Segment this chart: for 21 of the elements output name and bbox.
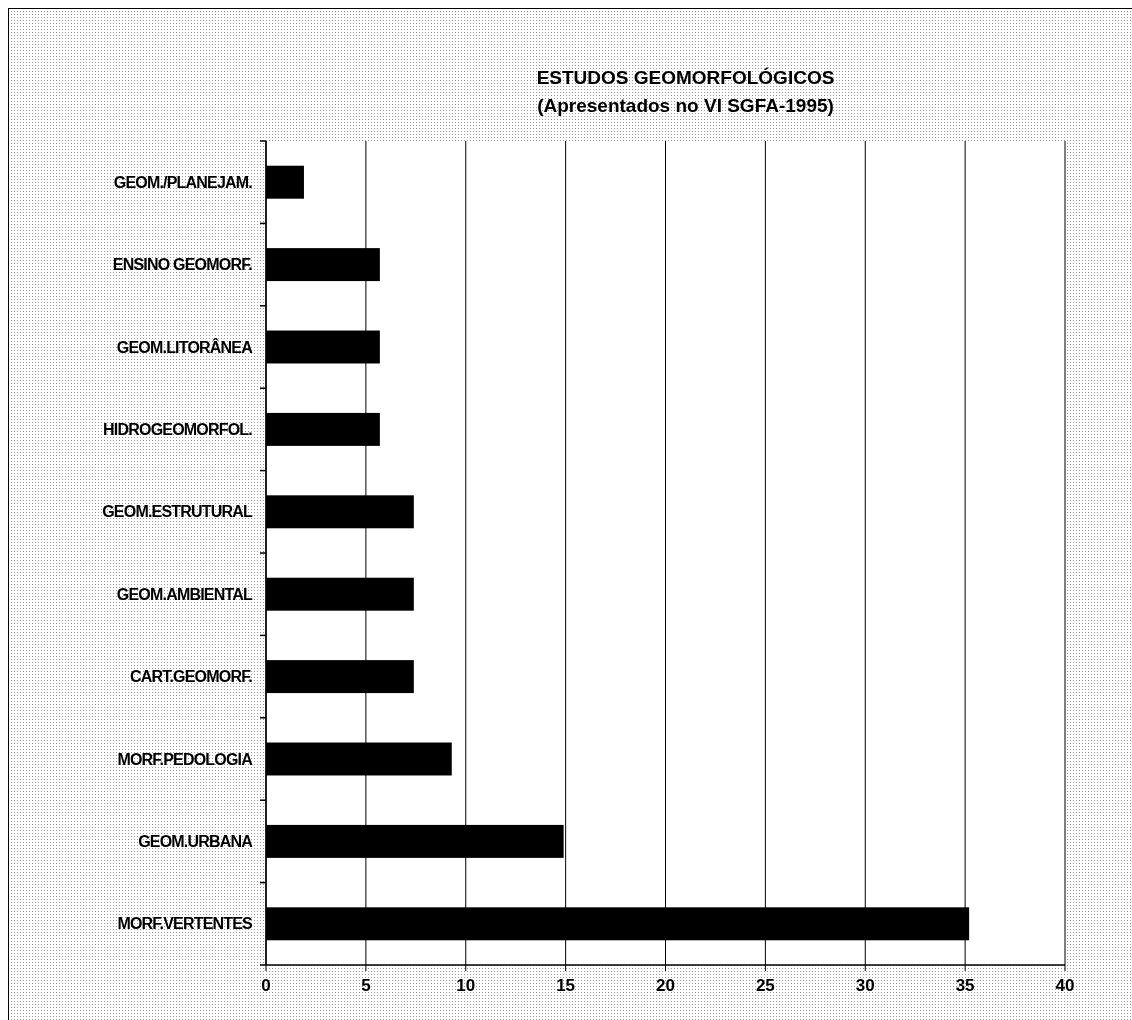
y-tick-label: MORF.VERTENTES — [117, 915, 254, 933]
y-tick-label: CART.GEOMORF. — [129, 668, 253, 686]
x-tick-label: 30 — [855, 976, 875, 995]
y-tick-label: HIDROGEOMORFOL. — [103, 421, 253, 438]
y-tick-label: ENSINO GEOMORF. — [112, 256, 253, 274]
x-tick-label: 35 — [955, 976, 975, 995]
x-tick-label: 15 — [556, 976, 576, 995]
y-tick-label: GEOM./PLANEJAM. — [113, 173, 253, 191]
x-tick-label: 40 — [1055, 976, 1075, 995]
x-tick-label: 25 — [755, 976, 775, 995]
chart-title: ESTUDOS GEOMORFOLÓGICOS — [536, 67, 835, 88]
x-tick-label: 0 — [261, 976, 271, 995]
x-tick-label: 10 — [456, 976, 476, 995]
y-tick-label: GEOM.AMBIENTAL — [116, 585, 254, 603]
x-tick-label: 5 — [361, 976, 371, 995]
y-tick-label: MORF.PEDOLOGIA — [117, 750, 254, 768]
x-tick-label: 20 — [656, 976, 675, 995]
y-tick-label: GEOM.LITORÂNEA — [116, 337, 254, 356]
chart-subtitle: (Apresentados no VI SGFA-1995) — [537, 95, 834, 116]
y-tick-label: GEOM.ESTRUTURAL — [102, 503, 254, 521]
y-tick-label: GEOM.URBANA — [138, 833, 254, 850]
